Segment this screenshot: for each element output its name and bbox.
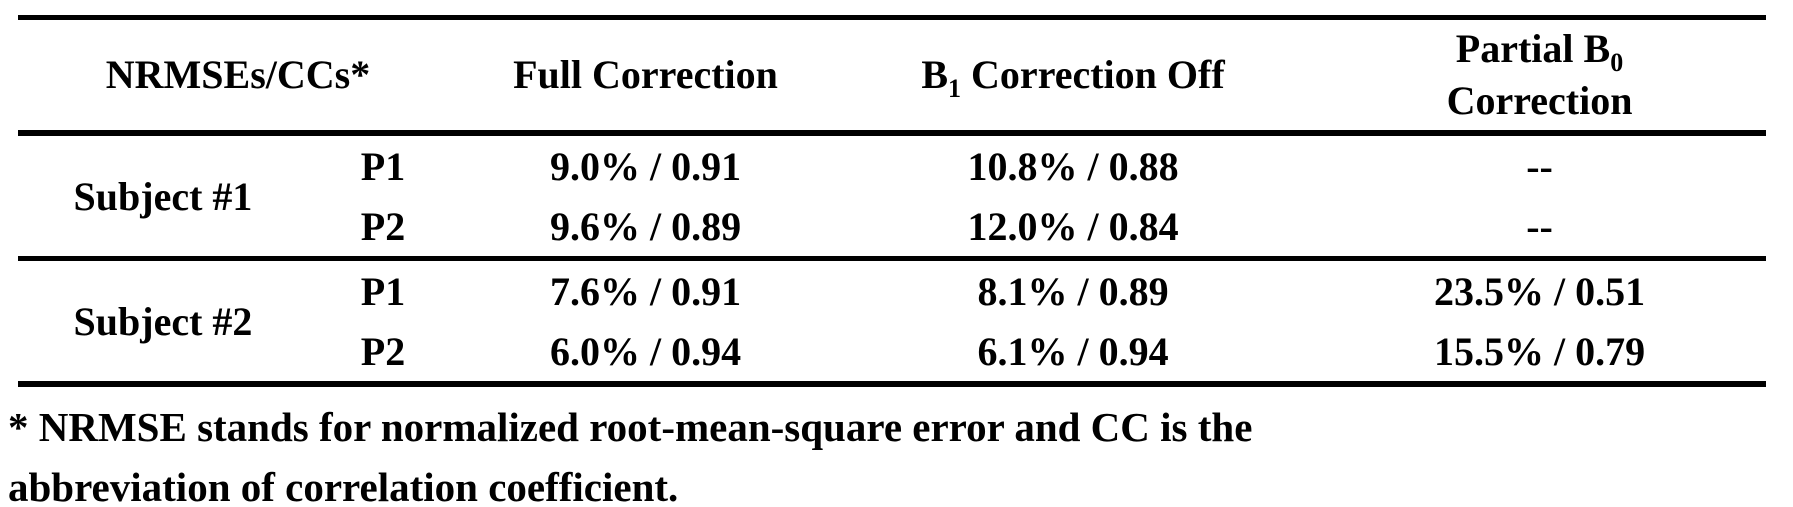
results-table: NRMSEs/CCs* Full Correction B1 Correctio… [18,15,1767,387]
footnote-line-2: abbreviation of correlation coefficient. [8,464,679,507]
header-partial-b0-correction: Partial B0 Correction [1313,18,1766,134]
table-row: P2 9.6% / 0.89 12.0% / 0.84 -- [18,196,1766,259]
table-row: Subject #2 P1 7.6% / 0.91 8.1% / 0.89 23… [18,259,1766,344]
header-nrmse-cc: NRMSEs/CCs* [105,52,371,97]
header-b1-text-post: Correction Off [971,52,1225,97]
cell-b1-correction-off: 6.1% / 0.94 [977,328,1169,374]
header-full-correction: Full Correction [513,52,778,97]
table-row: Subject #1 P1 9.0% / 0.91 10.8% / 0.88 -… [18,133,1766,219]
header-partial-b0-line1: Partial B0 [1455,26,1623,76]
header-partial-b0-subscript: 0 [1610,48,1624,77]
table-row: P2 6.0% / 0.94 6.1% / 0.94 15.5% / 0.79 [18,321,1766,384]
header-row: NRMSEs/CCs* Full Correction B1 Correctio… [18,18,1767,134]
cell-full-correction: 9.6% / 0.89 [549,203,742,249]
header-b1-subscript: 1 [948,74,962,103]
cell-partial-b0-correction: -- [1526,143,1553,189]
cell-partial-b0-correction: 23.5% / 0.51 [1433,268,1646,314]
protocol-label: P1 [360,268,406,314]
footnote-line-1: * NRMSE stands for normalized root-mean-… [8,404,1253,450]
cell-b1-correction-off: 10.8% / 0.88 [967,143,1179,189]
subject-2-group: Subject #2 P1 7.6% / 0.91 8.1% / 0.89 23… [18,259,1766,385]
table-footnote: * NRMSE stands for normalized root-mean-… [8,397,1793,507]
cell-full-correction: 6.0% / 0.94 [549,328,742,374]
header-partial-b0-line2: Correction [1446,78,1633,123]
cell-full-correction: 9.0% / 0.91 [549,143,742,189]
protocol-label: P2 [360,203,406,249]
header-b1-text: B [921,52,949,97]
subject-2-label: Subject #2 [73,298,253,344]
header-b1-correction-off: B1 Correction Off [833,18,1313,134]
header-partial-b0-text: Partial B [1455,26,1611,71]
cell-full-correction: 7.6% / 0.91 [549,268,742,314]
cell-partial-b0-correction: 15.5% / 0.79 [1433,328,1646,374]
cell-partial-b0-correction: -- [1526,203,1553,249]
protocol-label: P2 [360,328,406,374]
cell-b1-correction-off: 8.1% / 0.89 [977,268,1169,314]
cell-b1-correction-off: 12.0% / 0.84 [967,203,1179,249]
subject-1-label: Subject #1 [73,173,253,219]
subject-1-group: Subject #1 P1 9.0% / 0.91 10.8% / 0.88 -… [18,133,1767,259]
protocol-label: P1 [360,143,406,189]
